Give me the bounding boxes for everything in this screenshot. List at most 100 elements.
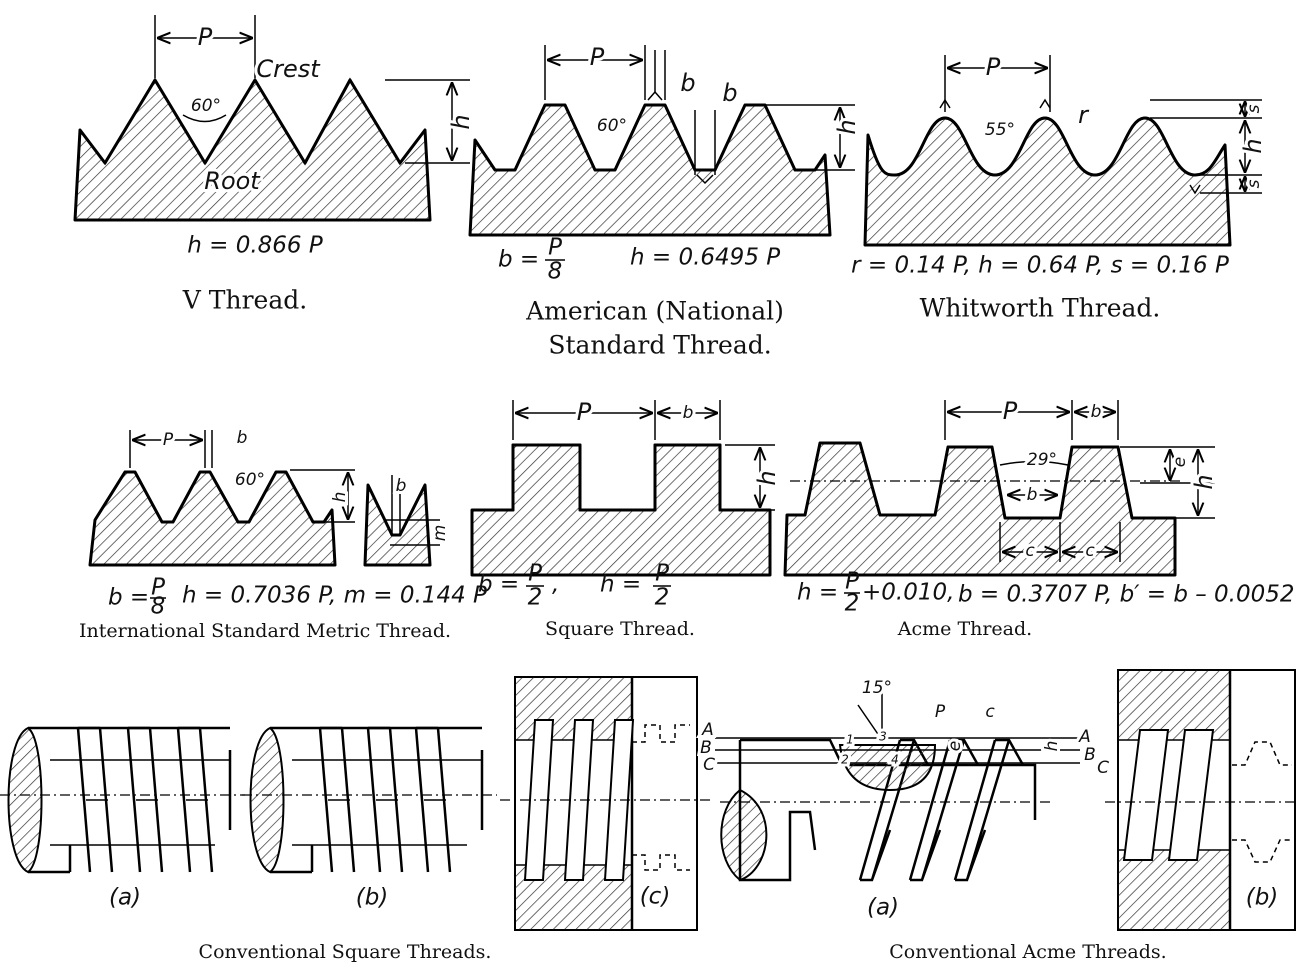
formula: P: [845, 569, 859, 595]
label: 3: [879, 730, 887, 744]
label: c: [1025, 541, 1035, 561]
formula: h = 0.866 P: [187, 233, 323, 259]
view-label: (a): [109, 885, 141, 911]
label: 55°: [985, 120, 1015, 140]
drawing-stroke: [866, 116, 1227, 177]
label: 2: [841, 753, 849, 767]
caption: Standard Thread.: [548, 331, 771, 360]
label: A: [1078, 727, 1091, 747]
label: P: [163, 430, 174, 450]
whitworth-thread: P 55° r s h s r = 0.14 P, h = 0.64 P, s …: [851, 50, 1270, 323]
formula: b =: [498, 247, 539, 273]
formula: P: [528, 561, 542, 587]
caption: Square Thread.: [545, 618, 695, 640]
drawing-stroke: [366, 484, 427, 537]
formula: P: [655, 561, 669, 587]
formula: r = 0.14 P, h = 0.64 P, s = 0.16 P: [851, 253, 1229, 279]
american-thread: P b b 60° h b = P 8 h = 0.6495 P America…: [468, 40, 864, 360]
caption: American (National): [525, 297, 784, 326]
label: b: [683, 403, 694, 423]
label: r: [1078, 101, 1090, 129]
label: e: [1170, 457, 1190, 467]
section-thread: [1122, 729, 1170, 861]
label: B: [700, 738, 712, 758]
caption: Acme Thread.: [897, 618, 1032, 640]
label: b: [396, 476, 407, 496]
drawing-stroke: [79, 77, 426, 166]
formula: 8: [151, 594, 166, 620]
label: h: [833, 119, 861, 134]
v-thread: P Crest 60° Root h h = 0.866 P V Thread.: [73, 15, 478, 315]
acme-thread: P b 29° e h b c c h = P 2 +0.010, b = 0.…: [783, 394, 1295, 640]
acme-body: [738, 738, 1037, 882]
label: e: [945, 741, 965, 751]
label: m: [430, 525, 450, 542]
label: 60°: [597, 116, 627, 136]
label: Root: [204, 167, 261, 195]
formula: b =: [108, 585, 149, 611]
label: b: [1027, 485, 1038, 505]
hidden-profile: [632, 724, 690, 871]
drawing-stroke: [787, 441, 1175, 520]
label: P: [935, 702, 946, 722]
formula: P: [151, 575, 165, 601]
section-thread: [523, 719, 555, 881]
section-thread: [1167, 729, 1215, 861]
label: C: [1097, 758, 1109, 778]
root-line: [292, 759, 482, 846]
label: b: [1091, 402, 1102, 422]
label: 60°: [235, 470, 265, 490]
drawing-stroke: [863, 116, 1232, 247]
label: Crest: [256, 55, 321, 83]
metric-thread: P b 60° h b m b = P 8 h = 0.7036 P, m = …: [79, 425, 487, 642]
label: A: [701, 720, 714, 740]
acme-section: [838, 744, 937, 792]
label: P: [577, 398, 592, 426]
label: h: [330, 492, 350, 503]
section-thread: [563, 719, 595, 881]
label: b: [237, 428, 248, 448]
label: s: [1244, 104, 1264, 113]
view-label: (c): [640, 884, 671, 910]
square-thread: P b h b = P 2 , h = P 2 Square Thread.: [470, 395, 784, 640]
label: 60°: [191, 96, 221, 116]
caption: V Thread.: [182, 286, 307, 315]
formula: P: [548, 235, 562, 261]
hidden-profile: [1232, 741, 1292, 863]
formula: b = 0.3707 P, b′ = b – 0.0052: [958, 582, 1295, 608]
label: C: [703, 755, 715, 775]
label: 29°: [1027, 450, 1057, 470]
acme-tooth: [953, 738, 1025, 882]
acme-tooth: [908, 738, 980, 882]
root-line: [50, 759, 230, 846]
drawing-stroke: [468, 103, 832, 237]
formula: +0.010,: [862, 580, 954, 606]
formula: ,: [552, 572, 559, 598]
label: P: [590, 43, 605, 71]
caption: International Standard Metric Thread.: [79, 620, 451, 642]
label: h: [1190, 474, 1218, 489]
formula: h = 0.6495 P: [630, 245, 780, 271]
formula: 8: [548, 259, 563, 285]
drawing-stroke: [385, 519, 440, 546]
drawing-stroke: [73, 78, 432, 222]
drawing-stroke: [783, 441, 1177, 577]
formula: h =: [797, 580, 838, 606]
drawing-stroke: [472, 443, 770, 512]
label: h: [1239, 138, 1267, 153]
label: 1: [846, 733, 854, 747]
label: P: [198, 23, 213, 51]
view-label: (a): [867, 895, 899, 921]
label: 15°: [862, 678, 892, 698]
caption: Whitworth Thread.: [920, 294, 1161, 323]
label: P: [986, 53, 1001, 81]
screw-end: [7, 726, 43, 874]
acme-end: [720, 788, 768, 882]
formula: 2: [528, 585, 543, 611]
label: c: [1085, 541, 1095, 561]
label: c: [985, 702, 995, 722]
caption: Conventional Acme Threads.: [889, 941, 1166, 963]
acme-tooth: [858, 738, 930, 882]
label: B: [1084, 745, 1096, 765]
